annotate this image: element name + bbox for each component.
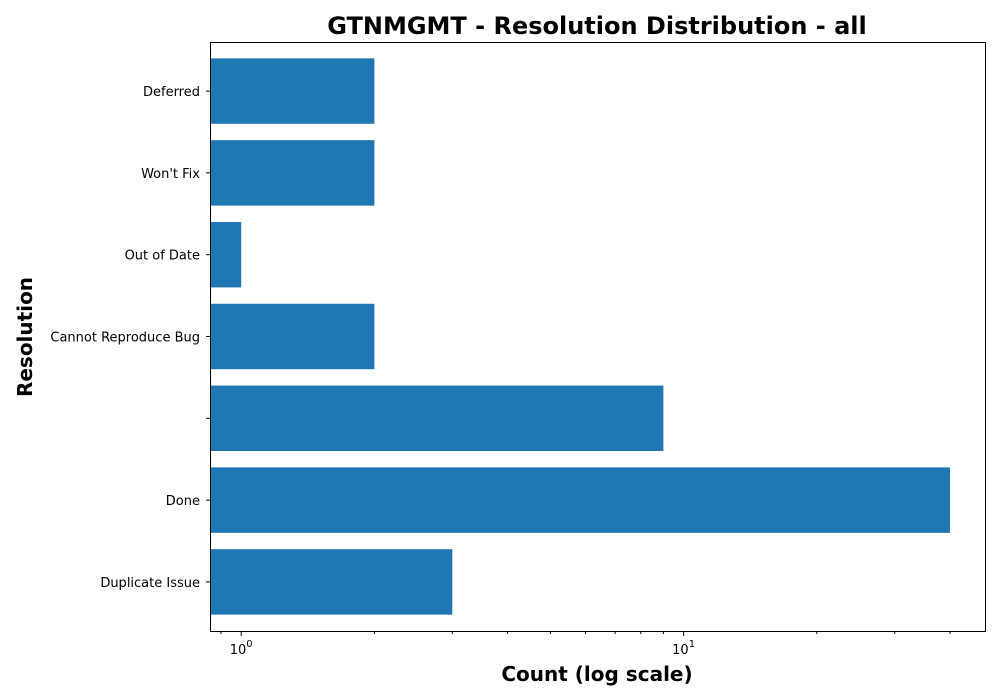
y-tick-label: Duplicate Issue xyxy=(100,576,200,591)
y-axis-label: Resolution xyxy=(13,277,37,397)
bar-cannot-reproduce-bug xyxy=(210,303,375,370)
x-tick-label: 101 xyxy=(672,639,695,658)
bar-duplicate-issue xyxy=(210,549,453,615)
plot-frame xyxy=(210,42,986,632)
bars-group xyxy=(210,58,950,615)
x-axis-label: Count (log scale) xyxy=(501,662,692,686)
x-axis-ticks: 100 101 xyxy=(220,631,951,658)
bar-out-of-date xyxy=(210,221,242,288)
bar-blank xyxy=(210,385,664,452)
bar-deferred xyxy=(210,58,375,124)
y-tick-label: Won't Fix xyxy=(141,167,200,182)
bar-done xyxy=(210,467,950,533)
y-axis-ticks: Duplicate Issue Done Cannot Reproduce Bug O… xyxy=(50,85,210,591)
y-tick-label: Done xyxy=(166,494,200,509)
y-tick-label: Cannot Reproduce Bug xyxy=(50,331,200,346)
bar-won-t-fix xyxy=(210,140,375,206)
y-tick-label: Deferred xyxy=(143,85,200,100)
x-tick-label: 100 xyxy=(230,639,253,658)
chart-title: GTNMGMT - Resolution Distribution - all xyxy=(327,12,867,40)
y-tick-label: Out of Date xyxy=(125,249,200,264)
